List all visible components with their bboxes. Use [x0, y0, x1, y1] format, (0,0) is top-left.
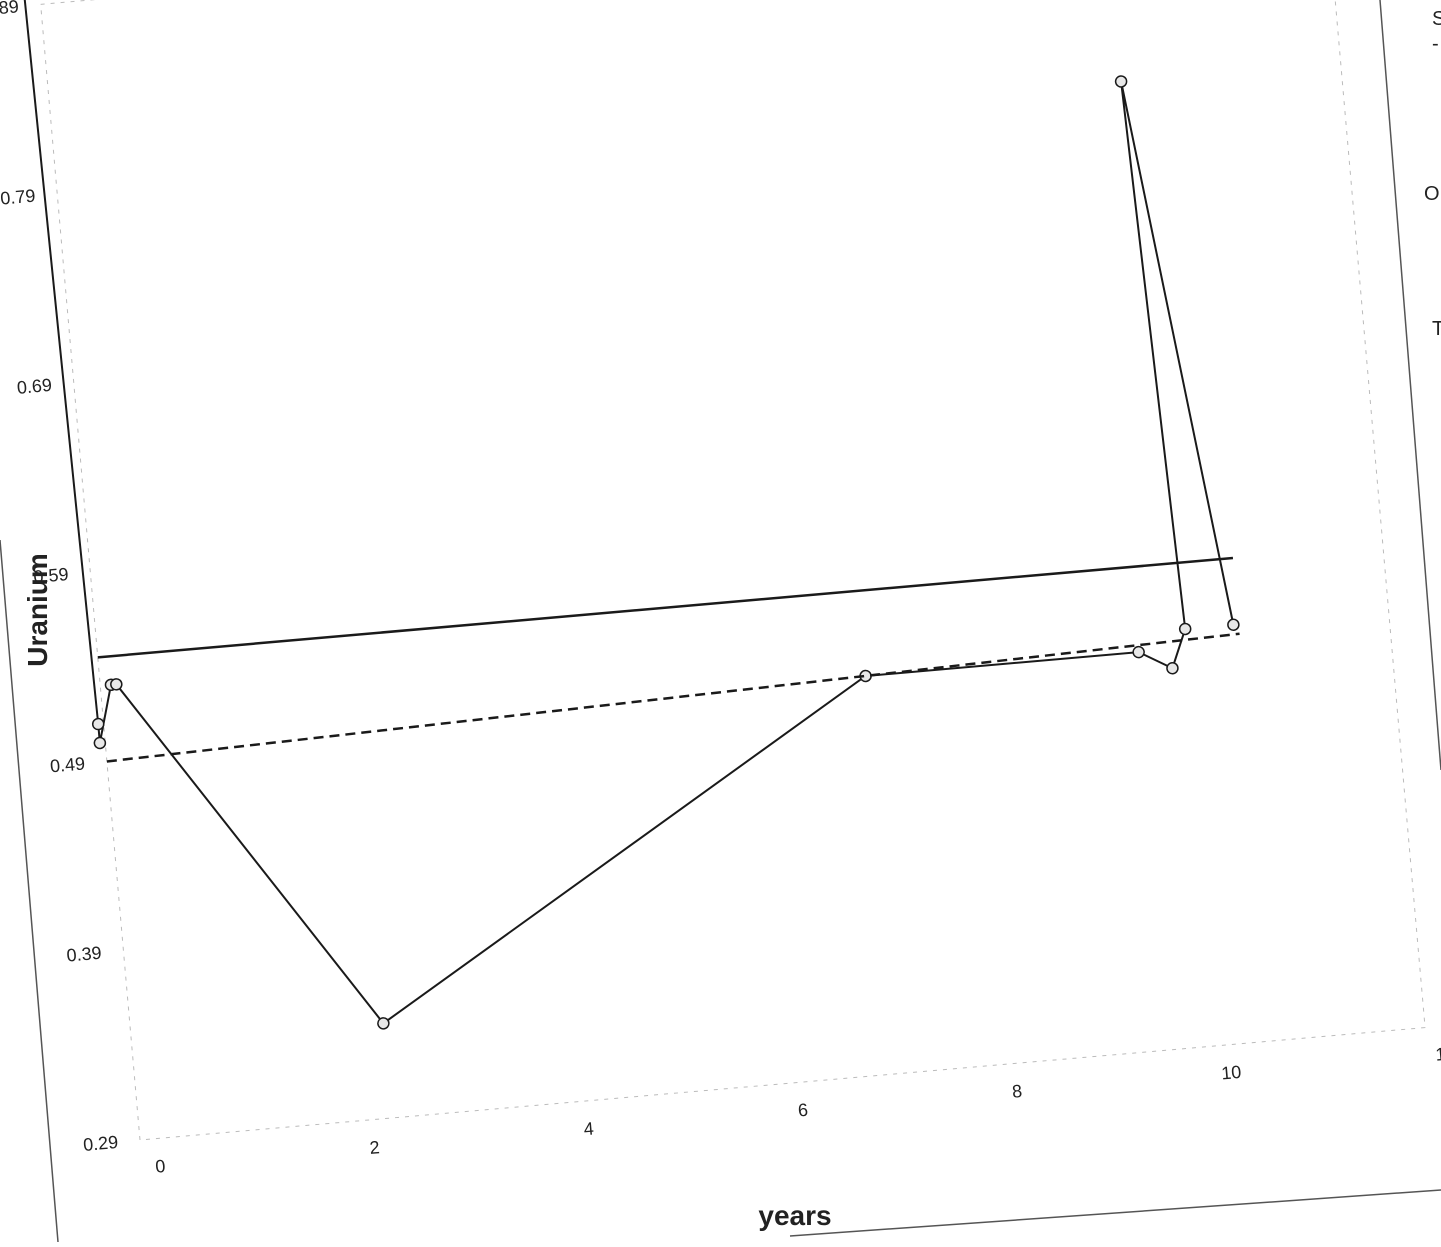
x-tick-label: 4 — [583, 1118, 595, 1139]
y-tick-label: 0.29 — [82, 1132, 119, 1155]
data-point — [377, 1017, 390, 1030]
data-point — [1178, 622, 1192, 636]
data-point — [93, 736, 107, 750]
data-point — [1166, 661, 1179, 675]
y-axis-title: Uranium — [22, 553, 53, 667]
y-tick-label: 0.89 — [0, 0, 20, 19]
plot-area: 0 2 4 6 8 10 12 0.29 0.39 0.49 0.59 0.69 0.79 0.89 — [0, 0, 1441, 1177]
x-tick-label: 12 — [1435, 1043, 1441, 1065]
x-tick-label: 2 — [369, 1137, 381, 1158]
x-axis-title: years — [758, 1200, 831, 1231]
bottom-frame-line — [789, 1189, 1441, 1237]
y-tick-label: 0.59 — [33, 564, 70, 587]
data-point — [1114, 75, 1128, 88]
y-tick-label: 0.79 — [0, 186, 36, 209]
edge-text-2: - — [1432, 33, 1439, 55]
y-tick-label: 0.39 — [66, 943, 103, 966]
x-tick-label: 6 — [797, 1100, 809, 1121]
edge-text-3: O — [1424, 183, 1440, 205]
x-axis: 0 2 4 6 8 10 12 — [155, 1043, 1441, 1177]
series-layer — [18, 0, 1240, 1030]
left-frame-line — [0, 539, 59, 1243]
series-line-0 — [18, 0, 1235, 1025]
right-frame-line — [1379, 0, 1441, 771]
x-tick-label: 0 — [155, 1156, 167, 1177]
x-tick-label: 10 — [1220, 1062, 1242, 1084]
series-line-2 — [106, 632, 1240, 763]
y-tick-label: 0.49 — [49, 753, 86, 776]
series-line-1 — [97, 556, 1234, 659]
data-point — [91, 717, 105, 731]
edge-text-1: S — [1432, 8, 1441, 30]
y-axis: 0.29 0.39 0.49 0.59 0.69 0.79 0.89 — [0, 0, 119, 1155]
x-tick-label: 8 — [1011, 1081, 1023, 1102]
plot-border — [40, 0, 1426, 1141]
data-point — [1132, 645, 1145, 659]
y-tick-label: 0.69 — [16, 375, 53, 398]
data-point — [1227, 618, 1240, 631]
edge-text-4: T — [1432, 318, 1441, 340]
data-point — [110, 678, 123, 691]
